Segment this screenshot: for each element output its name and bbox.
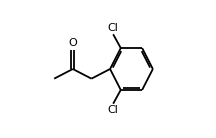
Text: Cl: Cl bbox=[107, 23, 118, 33]
Text: O: O bbox=[68, 39, 77, 48]
Text: Cl: Cl bbox=[107, 105, 118, 115]
